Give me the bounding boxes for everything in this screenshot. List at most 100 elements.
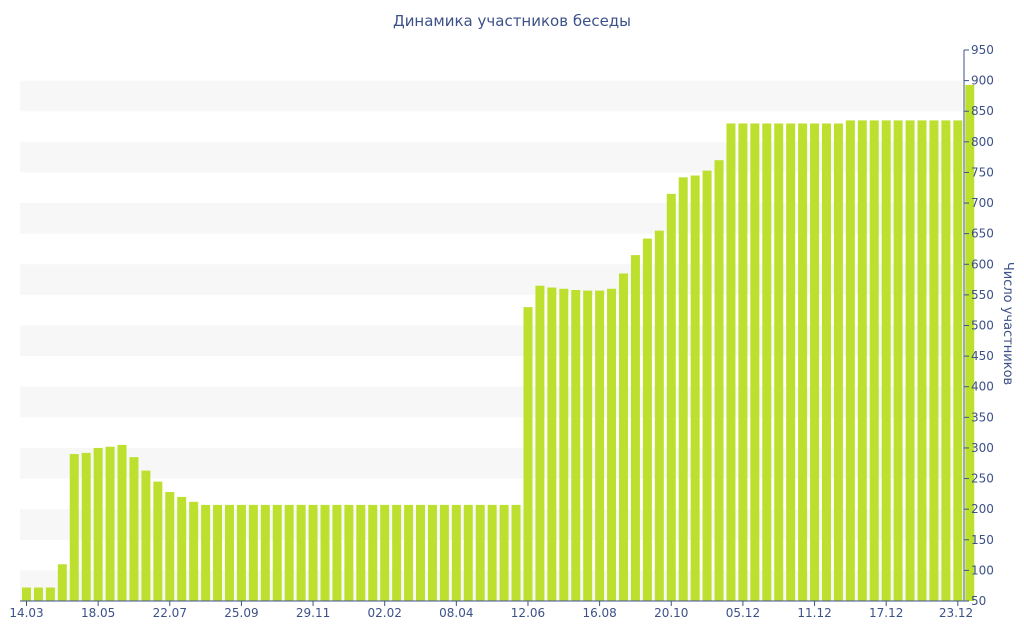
bar	[153, 481, 163, 601]
y-tick-label: 250	[971, 472, 994, 486]
y-tick-label: 600	[971, 257, 994, 271]
bar	[726, 123, 736, 601]
bar	[213, 504, 223, 601]
y-tick-label: 500	[971, 319, 994, 333]
x-tick-label: 12.06	[511, 606, 545, 620]
bar	[857, 120, 867, 602]
y-tick-label: 900	[971, 74, 994, 88]
bar	[786, 123, 796, 601]
bar	[129, 457, 139, 601]
bar	[344, 504, 354, 601]
bar	[523, 307, 533, 601]
bar	[392, 504, 402, 601]
bar	[141, 470, 151, 601]
bar	[642, 238, 652, 601]
bar	[296, 504, 306, 601]
x-tick-label: 05.12	[726, 606, 760, 620]
bar	[22, 587, 31, 601]
bar	[475, 504, 485, 601]
bar	[189, 501, 199, 601]
bar	[201, 504, 211, 601]
bar	[380, 504, 390, 601]
bar	[953, 120, 963, 602]
bar	[165, 492, 175, 601]
bar	[439, 504, 449, 601]
x-tick-label: 11.12	[797, 606, 831, 620]
bar	[917, 120, 927, 602]
bar	[248, 504, 258, 601]
bar	[332, 504, 342, 601]
bar	[607, 288, 617, 601]
y-tick-label: 650	[971, 227, 994, 241]
bar	[690, 175, 700, 601]
bar	[559, 288, 569, 601]
bar	[356, 504, 366, 601]
bar	[451, 504, 461, 601]
x-tick-label: 23.12	[939, 606, 973, 620]
grid-band	[20, 80, 962, 112]
bar	[774, 123, 784, 601]
bar	[177, 496, 187, 601]
bar	[45, 587, 55, 601]
y-tick-label: 150	[971, 533, 994, 547]
bar	[630, 255, 640, 601]
y-tick-label: 850	[971, 104, 994, 118]
bar	[427, 504, 437, 601]
bar	[224, 504, 234, 601]
y-tick-label: 400	[971, 380, 994, 394]
bar	[571, 289, 581, 601]
y-axis-label: Число участников	[1000, 262, 1015, 385]
bar	[583, 290, 593, 601]
bar	[511, 504, 521, 601]
bar	[93, 447, 103, 601]
bar	[368, 504, 378, 601]
grid-band	[20, 386, 962, 418]
bar	[463, 504, 473, 601]
y-tick-label: 550	[971, 288, 994, 302]
bar	[547, 287, 557, 601]
y-tick-label: 100	[971, 563, 994, 577]
bar	[965, 84, 975, 601]
grid-band	[20, 325, 962, 357]
x-tick-label: 02.02	[368, 606, 402, 620]
x-tick-label: 17.12	[869, 606, 903, 620]
grid-band	[20, 141, 962, 173]
x-tick-label: 25.09	[224, 606, 258, 620]
bar	[702, 170, 712, 601]
bar	[678, 177, 688, 601]
bar	[714, 160, 724, 601]
bar	[487, 504, 497, 601]
y-tick-label: 950	[971, 43, 994, 57]
bar	[117, 444, 127, 601]
bar	[738, 123, 748, 601]
x-tick-label: 08.04	[439, 606, 473, 620]
bar	[308, 504, 318, 601]
bar	[893, 120, 903, 602]
bar	[821, 123, 831, 601]
bar	[81, 452, 91, 601]
grid-band	[20, 203, 962, 234]
bar	[654, 230, 664, 601]
bar	[750, 123, 760, 601]
bar	[57, 564, 67, 601]
bar	[69, 454, 79, 601]
bar	[33, 587, 43, 601]
bar	[236, 504, 246, 601]
x-tick-label: 20.10	[654, 606, 688, 620]
bar	[762, 123, 772, 601]
bar	[810, 123, 820, 601]
x-tick-label: 18.05	[81, 606, 115, 620]
y-tick-label: 300	[971, 441, 994, 455]
bar	[105, 446, 115, 601]
y-tick-label: 700	[971, 196, 994, 210]
bar	[666, 193, 676, 601]
chart-title: Динамика участников беседы	[392, 12, 632, 30]
x-tick-label: 14.03	[9, 606, 43, 620]
x-tick-label: 16.08	[582, 606, 616, 620]
bar	[260, 504, 270, 601]
bar	[929, 120, 939, 602]
bar	[272, 504, 282, 601]
bar	[535, 285, 545, 601]
bar	[416, 504, 426, 601]
